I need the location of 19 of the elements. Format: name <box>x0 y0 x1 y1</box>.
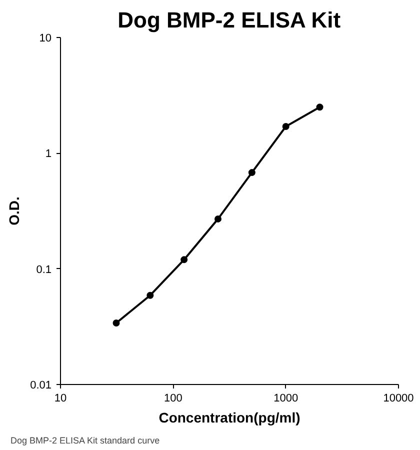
y-tick-label: 0.01 <box>30 380 52 392</box>
x-axis-title: Concentration(pg/ml) <box>158 410 300 426</box>
point <box>248 169 256 176</box>
text: Dog BMP-2 ELISA Kit standard curve <box>10 436 160 446</box>
point <box>282 123 290 130</box>
chart-title: Dog BMP-2 ELISA Kit <box>118 8 342 32</box>
point <box>180 256 188 264</box>
x-tick-label: 100 <box>164 392 182 404</box>
x-tick-label: 10 <box>54 392 67 404</box>
point <box>214 215 222 222</box>
point <box>146 292 154 299</box>
x-tick-label: 1000 <box>274 392 298 404</box>
y-tick-label: 1 <box>45 148 52 160</box>
y-tick-label: 0.1 <box>36 264 52 276</box>
y-tick-label: 10 <box>39 32 52 44</box>
x-tick-label: 10000 <box>383 392 414 404</box>
y-axis-title: O.D. <box>6 196 22 226</box>
point <box>112 320 120 327</box>
point <box>316 104 324 111</box>
